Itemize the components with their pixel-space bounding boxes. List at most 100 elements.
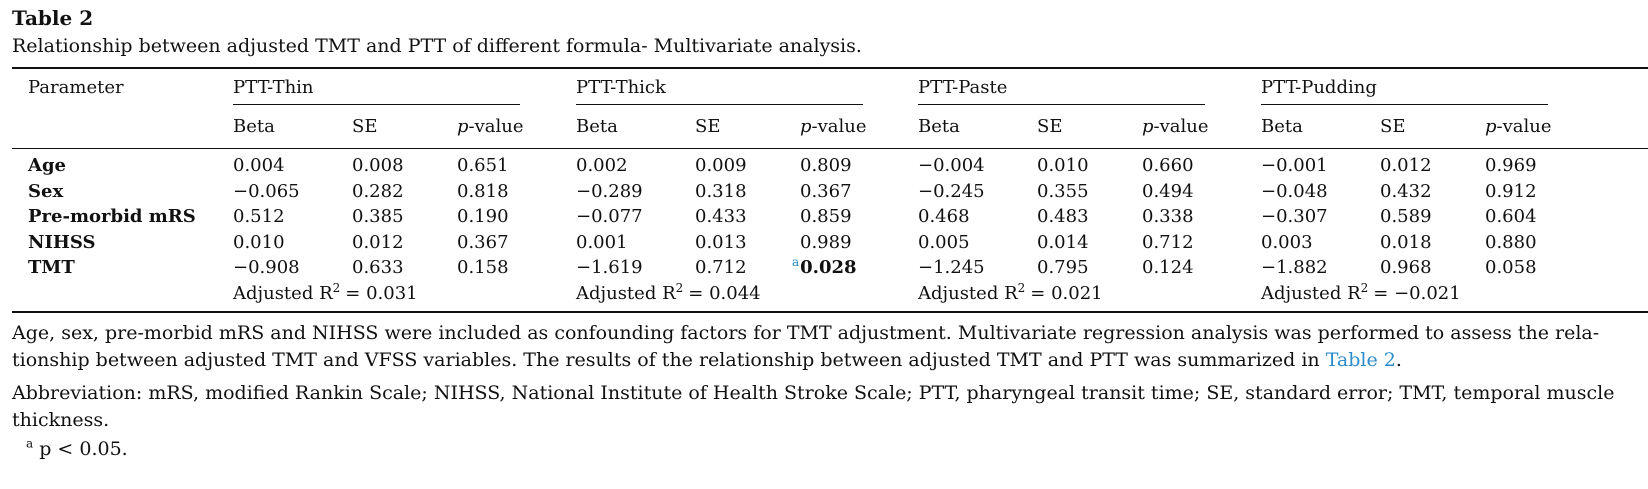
table-cell: 0.009 <box>695 155 747 176</box>
footnote-a: a p < 0.05. <box>26 436 128 463</box>
row-label: Sex <box>28 181 64 202</box>
table-cell: 0.589 <box>1380 206 1432 227</box>
table-cell: 0.818 <box>457 181 509 202</box>
subheader-p-value: p-value <box>457 116 524 138</box>
table-cell: 0.433 <box>695 206 747 227</box>
subheader-beta: Beta <box>233 116 275 137</box>
adjusted-r2: Adjusted R2 = 0.021 <box>918 282 1103 305</box>
subheader-beta: Beta <box>918 116 960 137</box>
group-rule-pudding <box>1261 104 1548 105</box>
adjusted-r2-label: Adjusted R <box>576 283 676 304</box>
table-cell: 0.282 <box>352 181 404 202</box>
table-cell: 0.633 <box>352 257 404 278</box>
table-cell: −0.245 <box>918 181 985 202</box>
p-italic: p <box>800 116 812 137</box>
note-abbreviation: Abbreviation: mRS, modified Rankin Scale… <box>12 380 1642 434</box>
value-suffix: -value <box>1153 116 1209 137</box>
table-cell: 0.005 <box>918 232 970 253</box>
table-cell: 0.512 <box>233 206 285 227</box>
table-cell: 0.385 <box>352 206 404 227</box>
table-cell: 0.004 <box>233 155 285 176</box>
subheader-beta: Beta <box>576 116 618 137</box>
table-cell: −0.048 <box>1261 181 1328 202</box>
p-italic: p <box>1142 116 1154 137</box>
value-suffix: -value <box>468 116 524 137</box>
adjusted-r2-label: Adjusted R <box>233 283 333 304</box>
table-cell: 0.660 <box>1142 155 1194 176</box>
adjusted-r2-value: = 0.021 <box>1030 283 1103 304</box>
adjusted-r2-value: = 0.044 <box>688 283 761 304</box>
footnote-a-mark: a <box>26 436 34 451</box>
header-group-pudding: PTT-Pudding <box>1261 77 1377 98</box>
note-period: . <box>1395 349 1402 371</box>
header-group-thick: PTT-Thick <box>576 77 666 98</box>
table-cell: 0.012 <box>1380 155 1432 176</box>
table-cell: 0.002 <box>576 155 628 176</box>
table-cell: 0.809 <box>800 155 852 176</box>
header-group-paste: PTT-Paste <box>918 77 1008 98</box>
table-cell: 0.318 <box>695 181 747 202</box>
subheader-p-value: p-value <box>800 116 867 138</box>
note-abbreviation-cont: thickness. <box>12 409 110 431</box>
note-abbreviation-text: Abbreviation: mRS, modified Rankin Scale… <box>12 382 1615 404</box>
note-confounders: Age, sex, pre-morbid mRS and NIHSS were … <box>12 320 1642 374</box>
table-caption: Relationship between adjusted TMT and PT… <box>12 35 862 57</box>
r2-superscript: 2 <box>332 281 341 295</box>
r2-superscript: 2 <box>1360 281 1369 295</box>
adjusted-r2-value: = 0.031 <box>345 283 418 304</box>
table-cell: 0.367 <box>457 232 509 253</box>
table-cell: −0.004 <box>918 155 985 176</box>
table-cell: 0.018 <box>1380 232 1432 253</box>
table-cell: 0.010 <box>233 232 285 253</box>
table-cell: 0.013 <box>695 232 747 253</box>
subheader-p-value: p-value <box>1485 116 1552 138</box>
table-cell: 0.859 <box>800 206 852 227</box>
table-title: Table 2 <box>12 6 94 30</box>
header-rule <box>12 148 1648 149</box>
table-cell: −0.065 <box>233 181 300 202</box>
table-cell: 0.795 <box>1037 257 1089 278</box>
table-cell: −1.245 <box>918 257 985 278</box>
table-cell: −1.619 <box>576 257 643 278</box>
footnote-a-text: p < 0.05. <box>39 438 128 460</box>
table-cell: 0.989 <box>800 232 852 253</box>
subheader-se: SE <box>1037 116 1063 137</box>
value-suffix: -value <box>1496 116 1552 137</box>
table-cell: 0.058 <box>1485 257 1537 278</box>
row-label: Pre-morbid mRS <box>28 206 196 227</box>
table-cell: −0.908 <box>233 257 300 278</box>
subheader-p-value: p-value <box>1142 116 1209 138</box>
table-cell: 0.355 <box>1037 181 1089 202</box>
subheader-se: SE <box>1380 116 1406 137</box>
table-2-link[interactable]: Table 2 <box>1325 349 1396 371</box>
table-cell: 0.008 <box>352 155 404 176</box>
table-cell: 0.003 <box>1261 232 1313 253</box>
r2-superscript: 2 <box>675 281 684 295</box>
note-relationship-text: tionship between adjusted TMT and VFSS v… <box>12 349 1320 371</box>
subheader-beta: Beta <box>1261 116 1303 137</box>
table-cell: 0.338 <box>1142 206 1194 227</box>
table-cell: −0.307 <box>1261 206 1328 227</box>
table-cell: −0.077 <box>576 206 643 227</box>
footnote-a-marker[interactable]: a <box>792 255 800 269</box>
adjusted-r2-label: Adjusted R <box>1261 283 1361 304</box>
row-label: TMT <box>28 257 75 278</box>
table-cell: a0.028 <box>792 255 857 279</box>
group-rule-thick <box>576 104 863 105</box>
table-cell: 0.124 <box>1142 257 1194 278</box>
adjusted-r2-value: = −0.021 <box>1373 283 1461 304</box>
table-cell: −0.289 <box>576 181 643 202</box>
header-group-thin: PTT-Thin <box>233 77 314 98</box>
adjusted-r2: Adjusted R2 = 0.031 <box>233 281 418 305</box>
table-cell: 0.468 <box>918 206 970 227</box>
table-cell: 0.190 <box>457 206 509 227</box>
group-rule-thin <box>233 104 520 105</box>
table-cell: −1.882 <box>1261 257 1328 278</box>
table-cell: 0.880 <box>1485 232 1537 253</box>
p-italic: p <box>457 116 469 137</box>
table-cell: 0.010 <box>1037 155 1089 176</box>
row-label: NIHSS <box>28 232 96 253</box>
header-parameter: Parameter <box>28 77 124 98</box>
table-cell: 0.969 <box>1485 155 1537 176</box>
